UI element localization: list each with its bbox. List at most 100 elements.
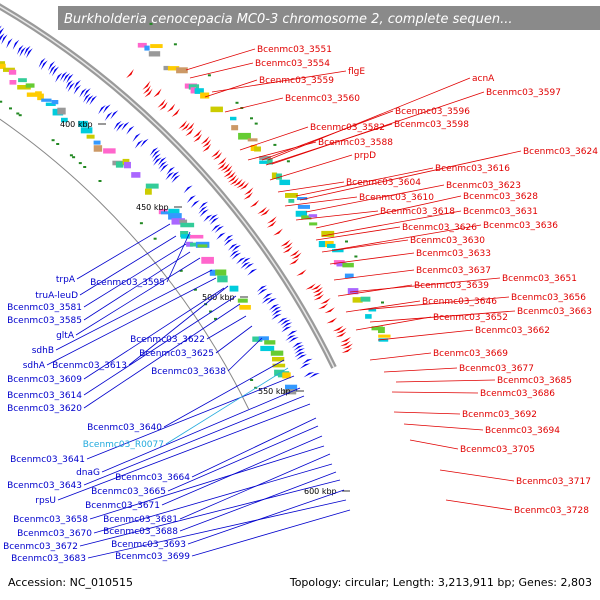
gene-label-right[interactable]: Bcenmc03_3604 [346,178,421,188]
gene-label-right[interactable]: Bcenmc03_3551 [257,45,332,55]
gene-label-left[interactable]: Bcenmc03_3622 [130,335,205,345]
gene-label-right[interactable]: Bcenmc03_3554 [255,59,330,69]
gene-label-left[interactable]: Bcenmc03_3643 [7,481,82,491]
gene-label-left[interactable]: Bcenmc03_3614 [7,391,82,401]
reverse-gene-arrow [233,178,243,187]
reverse-gene-arrow [282,242,293,249]
gene-label-left[interactable]: truA-leuD [35,291,78,301]
gene-label-left[interactable]: sdhA [23,361,46,371]
gene-label-right[interactable]: Bcenmc03_3694 [485,426,560,436]
gene-label-left[interactable]: Bcenmc03_3693 [111,540,186,550]
gene-label-right[interactable]: Bcenmc03_3616 [435,164,510,174]
gene-label-right[interactable]: Bcenmc03_3728 [514,506,589,516]
gene-label-right[interactable]: flgE [348,67,365,77]
gene-label-right[interactable]: Bcenmc03_3636 [483,221,558,231]
gene-label-left[interactable]: sdhB [32,346,54,356]
gene-label-left[interactable]: Bcenmc03_3672 [3,542,78,552]
gene-label-right[interactable]: Bcenmc03_3598 [394,120,469,130]
gene-label-left[interactable]: Bcenmc03_3613 [52,361,127,371]
gene-label-right[interactable]: Bcenmc03_3652 [433,313,508,323]
forward-gene-arrow [309,372,320,379]
label-leader-line [187,489,345,545]
reverse-gene-arrow [340,340,351,347]
gene-label-right[interactable]: Bcenmc03_3610 [359,193,434,203]
gene-label-left[interactable]: Bcenmc03_3699 [115,552,190,562]
gene-label-left[interactable]: dnaG [76,468,100,478]
gene-label-left[interactable]: Bcenmc03_3671 [85,501,160,511]
forward-gene-arrow [183,185,193,194]
gene-label-left[interactable]: Bcenmc03_3664 [115,473,190,483]
gene-label-right[interactable]: Bcenmc03_3596 [395,107,470,117]
reverse-gene-arrow [313,290,324,297]
gene-label-right[interactable]: Bcenmc03_3631 [463,207,538,217]
forward-gene-arrow [288,337,299,343]
gc-skew-mark [153,237,157,240]
cog-feature-block [271,172,278,179]
gene-label-left[interactable]: Bcenmc03_3581 [7,303,82,313]
gene-label-right[interactable]: Bcenmc03_3686 [480,389,555,399]
reverse-gene-arrow [342,343,353,349]
gene-label-right[interactable]: Bcenmc03_3651 [502,274,577,284]
label-leader-line [224,97,284,113]
gene-label-right[interactable]: acnA [472,74,495,84]
label-leader-line [305,184,445,213]
cog-feature-block [93,140,101,145]
gene-label-right[interactable]: Bcenmc03_3624 [523,147,598,157]
reverse-gene-arrow [289,258,300,265]
gene-label-left[interactable]: Bcenmc03_3620 [7,404,82,414]
gene-label-left[interactable]: gltA [56,331,75,341]
gene-label-left[interactable]: Bcenmc03_3625 [139,349,214,359]
gene-label-right[interactable]: Bcenmc03_3656 [511,293,586,303]
gene-label-right[interactable]: Bcenmc03_3677 [459,364,534,374]
gene-label-right[interactable]: Bcenmc03_3637 [416,266,491,276]
gene-label-left[interactable]: Bcenmc03_3683 [11,554,86,564]
gene-label-right[interactable]: Bcenmc03_3662 [475,326,550,336]
gene-label-left[interactable]: Bcenmc03_3609 [7,375,82,385]
gene-label-left[interactable]: Bcenmc03_3658 [13,515,88,525]
gene-label-right[interactable]: Bcenmc03_3705 [460,445,535,455]
gene-label-left[interactable]: rpsU [35,496,56,506]
gene-label-right[interactable]: Bcenmc03_3646 [422,297,497,307]
gene-label-left[interactable]: Bcenmc03_3681 [103,515,178,525]
gene-label-left[interactable]: trpA [56,275,76,285]
gene-label-right[interactable]: Bcenmc03_3717 [516,477,591,487]
gene-label-right[interactable]: Bcenmc03_3618 [380,207,455,217]
gene-label-right[interactable]: prpD [354,151,376,161]
gene-label-right[interactable]: Bcenmc03_3582 [310,123,385,133]
gene-label-right[interactable]: Bcenmc03_3685 [497,376,572,386]
gene-label-right[interactable]: Bcenmc03_3692 [462,410,537,420]
gene-label-left[interactable]: Bcenmc03_3688 [103,527,178,537]
gene-label-right[interactable]: Bcenmc03_3626 [402,223,477,233]
forward-gene-arrow [116,122,125,132]
gene-label-left[interactable]: Bcenmc03_3641 [10,455,85,465]
gene-label-right[interactable]: Bcenmc03_3639 [414,281,489,291]
gene-label-highlight[interactable]: Bcenmc03_R0077 [83,440,164,450]
gene-label-right[interactable]: Bcenmc03_3633 [416,249,491,259]
gene-label-left[interactable]: Bcenmc03_3665 [91,487,166,497]
forward-gene-arrow [126,125,135,135]
gene-label-left[interactable]: Bcenmc03_3638 [151,367,226,377]
label-leader-line [445,499,513,511]
gene-label-left[interactable]: Bcenmc03_3595 [90,278,165,288]
gene-label-left[interactable]: Bcenmc03_3670 [17,529,92,539]
label-leader-line [86,375,295,460]
gene-label-right[interactable]: Bcenmc03_3560 [285,94,360,104]
gene-label-right[interactable]: Bcenmc03_3559 [259,76,334,86]
gene-label-right[interactable]: Bcenmc03_3630 [410,236,485,246]
gene-label-right[interactable]: Bcenmc03_3628 [463,192,538,202]
cog-feature-block [8,69,17,75]
gene-label-left[interactable]: Bcenmc03_3640 [87,423,162,433]
gene-label-right[interactable]: Bcenmc03_3623 [446,181,521,191]
gene-label-left[interactable]: Bcenmc03_3585 [7,316,82,326]
gene-label-right[interactable]: Bcenmc03_3669 [433,349,508,359]
cog-feature-block [378,338,389,342]
label-leader-line [83,303,241,409]
gene-label-right[interactable]: Bcenmc03_3663 [517,307,592,317]
forward-gene-arrow [244,263,255,271]
gene-label-right[interactable]: Bcenmc03_3597 [486,88,561,98]
cog-feature-block [145,188,152,195]
reverse-gene-arrow [244,187,254,195]
gene-label-right[interactable]: Bcenmc03_3588 [318,138,393,148]
